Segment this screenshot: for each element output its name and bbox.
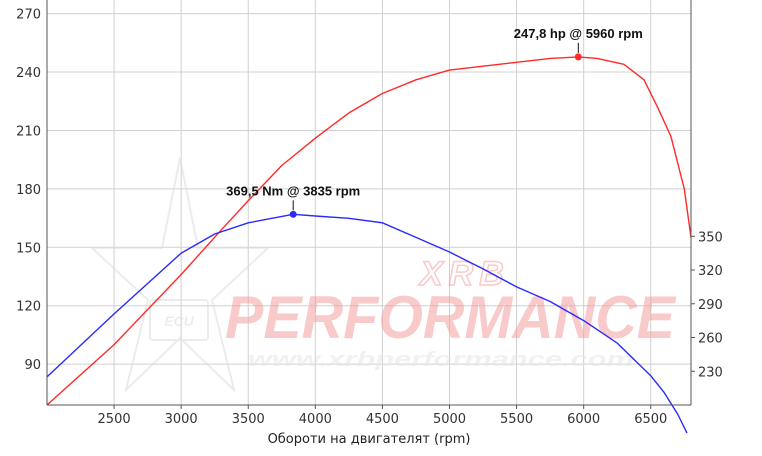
left-tick-label: 120 [16,300,41,315]
series-layer [46,56,692,434]
left-tick-label: 270 [16,8,41,23]
watermark-badge: ECU [164,313,194,329]
left-tick-label: 210 [16,124,41,139]
x-tick-label: 2500 [98,412,131,427]
peak-marker [289,210,297,218]
left-tick-label: 180 [16,183,41,198]
peak-annotation-label: 369,5 Nm @ 3835 rpm [226,183,360,198]
x-tick-label: 3000 [165,412,198,427]
right-tick-label: 290 [698,298,723,313]
x-tick-label: 3500 [232,412,265,427]
right-tick-label: 230 [698,365,723,380]
chip-icon [149,299,209,341]
annotation-layer: 247,8 hp @ 5960 rpm 369,5 Nm @ 3835 rpm [226,26,643,218]
x-axis-label: Обороти на двигателят (rpm) [268,432,471,447]
watermark-brand-top: XRB [418,255,510,293]
right-tick-label: 260 [698,332,723,347]
x-tick-label: 6000 [567,412,600,427]
x-tick-label: 6500 [634,412,667,427]
power-curve-line [46,56,692,406]
right-tick-label: 350 [698,230,723,245]
x-tick-label: 5500 [500,412,533,427]
watermark-url: www.xrbperformance.com [248,349,634,371]
torque-curve-line [46,213,688,434]
watermark-logo: ECU XRB PERFORMANCE www.xrbperformance.c… [89,157,677,394]
right-tick-label: 320 [698,264,723,279]
star-emblem [89,157,271,394]
x-tick-label: 5000 [433,412,466,427]
x-tick-label: 4000 [299,412,332,427]
left-tick-label: 240 [16,66,41,81]
watermark-brand-main: PERFORMANCE [225,284,677,351]
axis-layer: 2500 3000 3500 4000 4500 5000 5500 6000 6500 90 12… [16,0,723,447]
left-tick-label: 90 [24,358,41,373]
peak-marker [574,53,582,61]
x-tick-label: 4500 [366,412,399,427]
peak-annotation-label: 247,8 hp @ 5960 rpm [514,26,643,41]
left-tick-label: 150 [16,241,41,256]
